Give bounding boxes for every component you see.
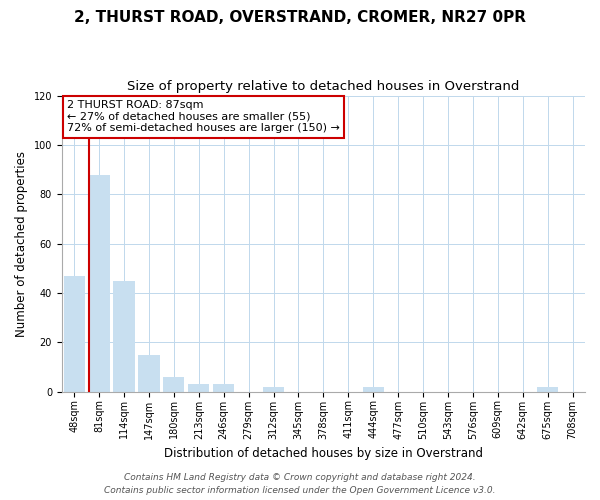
Text: 2, THURST ROAD, OVERSTRAND, CROMER, NR27 0PR: 2, THURST ROAD, OVERSTRAND, CROMER, NR27… [74, 10, 526, 25]
Bar [263, 386, 284, 392]
Bar [362, 386, 384, 392]
Bar [113, 280, 134, 392]
Y-axis label: Number of detached properties: Number of detached properties [15, 150, 28, 336]
Title: Size of property relative to detached houses in Overstrand: Size of property relative to detached ho… [127, 80, 520, 93]
Bar [64, 276, 85, 392]
Bar [89, 174, 110, 392]
Bar [188, 384, 209, 392]
Bar [163, 377, 184, 392]
Text: 2 THURST ROAD: 87sqm
← 27% of detached houses are smaller (55)
72% of semi-detac: 2 THURST ROAD: 87sqm ← 27% of detached h… [67, 100, 340, 133]
X-axis label: Distribution of detached houses by size in Overstrand: Distribution of detached houses by size … [164, 447, 483, 460]
Bar [213, 384, 235, 392]
Text: Contains HM Land Registry data © Crown copyright and database right 2024.
Contai: Contains HM Land Registry data © Crown c… [104, 474, 496, 495]
Bar [139, 354, 160, 392]
Bar [537, 386, 558, 392]
